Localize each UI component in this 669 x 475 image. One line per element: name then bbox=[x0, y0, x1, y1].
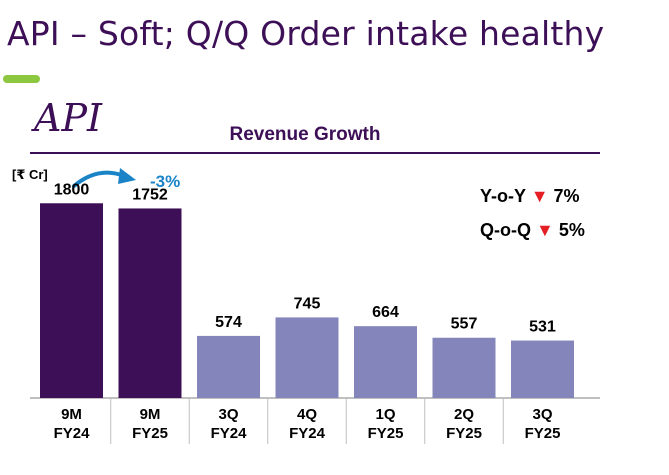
change-annotation: -3% bbox=[150, 172, 181, 191]
title-divider bbox=[30, 152, 600, 154]
bar-value-label-2: 574 bbox=[215, 314, 242, 331]
bar-1 bbox=[118, 208, 182, 398]
x-tick-label-6-1: FY25 bbox=[525, 425, 561, 442]
curved-arrow-icon bbox=[72, 168, 136, 188]
stat-qoq-value: 5% bbox=[558, 220, 585, 240]
bar-0 bbox=[40, 203, 103, 398]
bar-4 bbox=[354, 326, 417, 398]
x-tick-label-4-0: 1Q bbox=[375, 406, 395, 423]
x-tick-label-2-0: 3Q bbox=[218, 406, 238, 423]
bar-value-label-3: 745 bbox=[294, 295, 321, 312]
x-tick-label-5-0: 2Q bbox=[454, 406, 474, 423]
api-logo: API bbox=[34, 96, 103, 140]
x-tick-label-3-1: FY24 bbox=[289, 425, 326, 442]
stat-yoy-value: 7% bbox=[553, 186, 580, 206]
unit-label: [₹ Cr] bbox=[12, 167, 48, 182]
bar-3 bbox=[275, 317, 339, 398]
bar-5 bbox=[432, 337, 496, 398]
bar-value-label-1: 1752 bbox=[132, 186, 168, 203]
stat-qoq-label: Q-o-Q bbox=[480, 220, 531, 240]
stat-yoy-label: Y-o-Y bbox=[480, 186, 526, 206]
accent-bar bbox=[3, 75, 40, 83]
x-tick-label-6-0: 3Q bbox=[532, 406, 552, 423]
down-triangle-icon: ▼ bbox=[530, 186, 549, 206]
bar-value-label-5: 557 bbox=[451, 316, 478, 333]
bar-value-label-4: 664 bbox=[372, 304, 399, 321]
x-tick-label-0-1: FY24 bbox=[54, 425, 91, 442]
x-tick-label-2-1: FY24 bbox=[211, 425, 248, 442]
x-tick-label-4-1: FY25 bbox=[368, 425, 404, 442]
x-tick-label-3-0: 4Q bbox=[297, 406, 317, 423]
x-tick-label-5-1: FY25 bbox=[446, 425, 482, 442]
x-tick-label-1-0: 9M bbox=[140, 406, 161, 423]
bar-value-label-6: 531 bbox=[529, 319, 556, 336]
bar-value-label-0: 1800 bbox=[54, 181, 90, 198]
x-tick-label-1-1: FY25 bbox=[132, 425, 168, 442]
chart-title: Revenue Growth bbox=[229, 124, 381, 145]
x-tick-label-0-0: 9M bbox=[61, 406, 82, 423]
stat-qoq: Q-o-Q ▼ 5% bbox=[480, 220, 585, 241]
slide-title: API – Soft; Q/Q Order intake healthy bbox=[7, 14, 605, 53]
bar-2 bbox=[197, 335, 260, 398]
stat-yoy: Y-o-Y ▼ 7% bbox=[480, 186, 580, 207]
down-triangle-icon: ▼ bbox=[536, 220, 554, 240]
bar-6 bbox=[511, 340, 574, 398]
